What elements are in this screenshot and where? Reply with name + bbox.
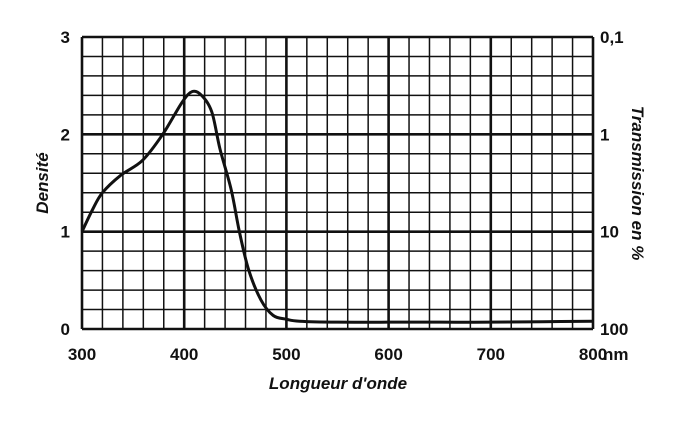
- y-tick-label: 0: [61, 320, 70, 339]
- y2-tick-label: 0,1: [600, 28, 624, 47]
- x-tick-label: 700: [477, 345, 505, 364]
- x-tick-label: 300: [68, 345, 96, 364]
- x-unit-label: nm: [603, 345, 629, 364]
- x-axis-label: Longueur d'onde: [269, 374, 407, 393]
- density-curve: [80, 89, 594, 324]
- y2-tick-label: 10: [600, 223, 619, 242]
- x-tick-label: 400: [170, 345, 198, 364]
- y-tick-label: 3: [61, 28, 70, 47]
- x-tick-label: 500: [272, 345, 300, 364]
- x-tick-label: 600: [374, 345, 402, 364]
- tick-labels: 300 400 500 600 700 800 0 1 2 3 100 10 1 0,1: [61, 28, 629, 364]
- grid: [80, 35, 595, 331]
- y2-tick-label: 100: [600, 320, 628, 339]
- y-tick-label: 2: [61, 125, 70, 144]
- y2-tick-label: 1: [600, 125, 609, 144]
- y-axis-label: Densité: [33, 152, 52, 213]
- x-tick-label: 800: [579, 345, 607, 364]
- y2-axis-label: Transmission en %: [628, 106, 647, 261]
- y-tick-label: 1: [61, 223, 70, 242]
